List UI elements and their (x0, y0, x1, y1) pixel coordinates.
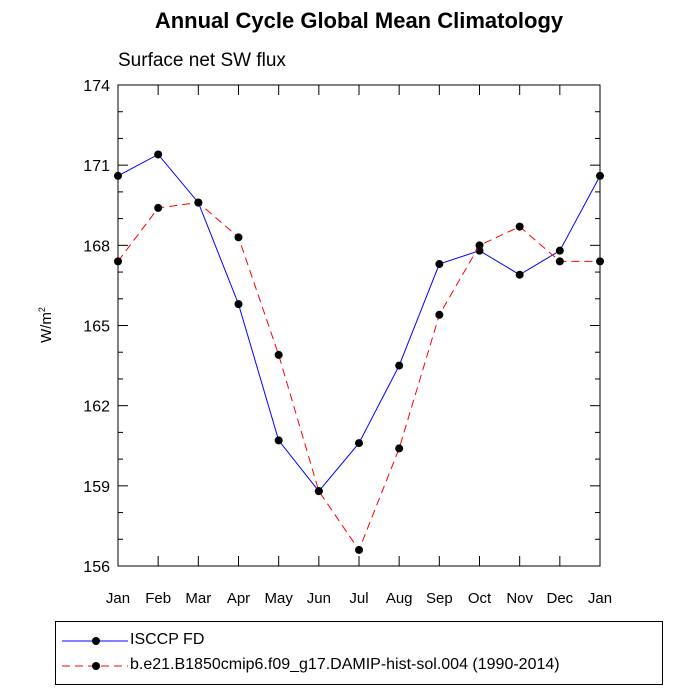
series-1-point (154, 150, 163, 159)
y-tick-label: 168 (83, 238, 110, 255)
x-tick-label: Apr (227, 590, 250, 607)
legend-label-2: b.e21.B1850cmip6.f09_g17.DAMIP-hist-sol.… (130, 656, 560, 673)
chart-title: Annual Cycle Global Mean Climatology (154, 8, 564, 33)
series-2-point (154, 203, 163, 212)
x-tick-label: Oct (468, 590, 492, 607)
x-tick-label: Aug (386, 590, 413, 607)
series-line-2 (117, 202, 600, 552)
series-2-point (355, 545, 363, 554)
series-2-point (555, 257, 564, 266)
series-2-point (314, 487, 323, 496)
legend-label-1: ISCCP FD (130, 631, 205, 648)
series-1-point (555, 246, 564, 255)
x-tick-label: May (264, 590, 293, 607)
series-1-point (515, 270, 524, 279)
series-1-point (395, 361, 404, 370)
legend: ISCCP FD b.e21.B1850cmip6.f09_g17.DAMIP-… (55, 621, 663, 685)
series-1-point (234, 300, 243, 309)
chart-subtitle: Surface net SW flux (118, 50, 286, 71)
legend-swatch-1 (62, 637, 128, 645)
series-1-point (596, 171, 604, 180)
y-tick-label: 174 (83, 78, 110, 95)
x-tick-label: Jun (307, 590, 331, 607)
series-1-point (274, 436, 283, 445)
y-tick-label: 162 (83, 399, 110, 416)
x-tick-label: Jul (349, 590, 368, 607)
y-tick-label: 159 (83, 479, 110, 496)
x-tick-label: Nov (506, 590, 533, 607)
x-tick-label: Jan (106, 590, 130, 607)
x-tick-label: Sep (426, 590, 453, 607)
x-tick-label: Dec (546, 590, 573, 607)
series-2-point (274, 350, 283, 359)
legend-entry-2: b.e21.B1850cmip6.f09_g17.DAMIP-hist-sol.… (56, 655, 662, 677)
x-tick-label: Jan (588, 590, 612, 607)
plot-area: 156 159 162 165 168 171 174 Jan Feb Mar Apr May Jun J… (83, 78, 612, 607)
series-2-point (395, 444, 404, 453)
series-2-point (194, 198, 203, 207)
series-2-point (114, 257, 122, 266)
y-tick-label: 171 (83, 158, 110, 175)
x-tick-label: Feb (145, 590, 171, 607)
legend-swatch-2 (62, 662, 128, 670)
legend-entry-1: ISCCP FD (56, 630, 662, 652)
series-2-point (515, 222, 524, 231)
series-2-point (475, 241, 484, 250)
y-tick-label: 156 (83, 559, 110, 576)
series-1-point (114, 171, 122, 180)
series-2-point (234, 233, 243, 242)
y-tick-label: 165 (83, 319, 110, 336)
series-2-point (596, 257, 604, 266)
plot-frame (117, 84, 601, 567)
x-tick-label: Mar (185, 590, 211, 607)
series-1-point (355, 439, 363, 448)
series-1-point (435, 260, 444, 269)
series-2-point (435, 310, 444, 319)
